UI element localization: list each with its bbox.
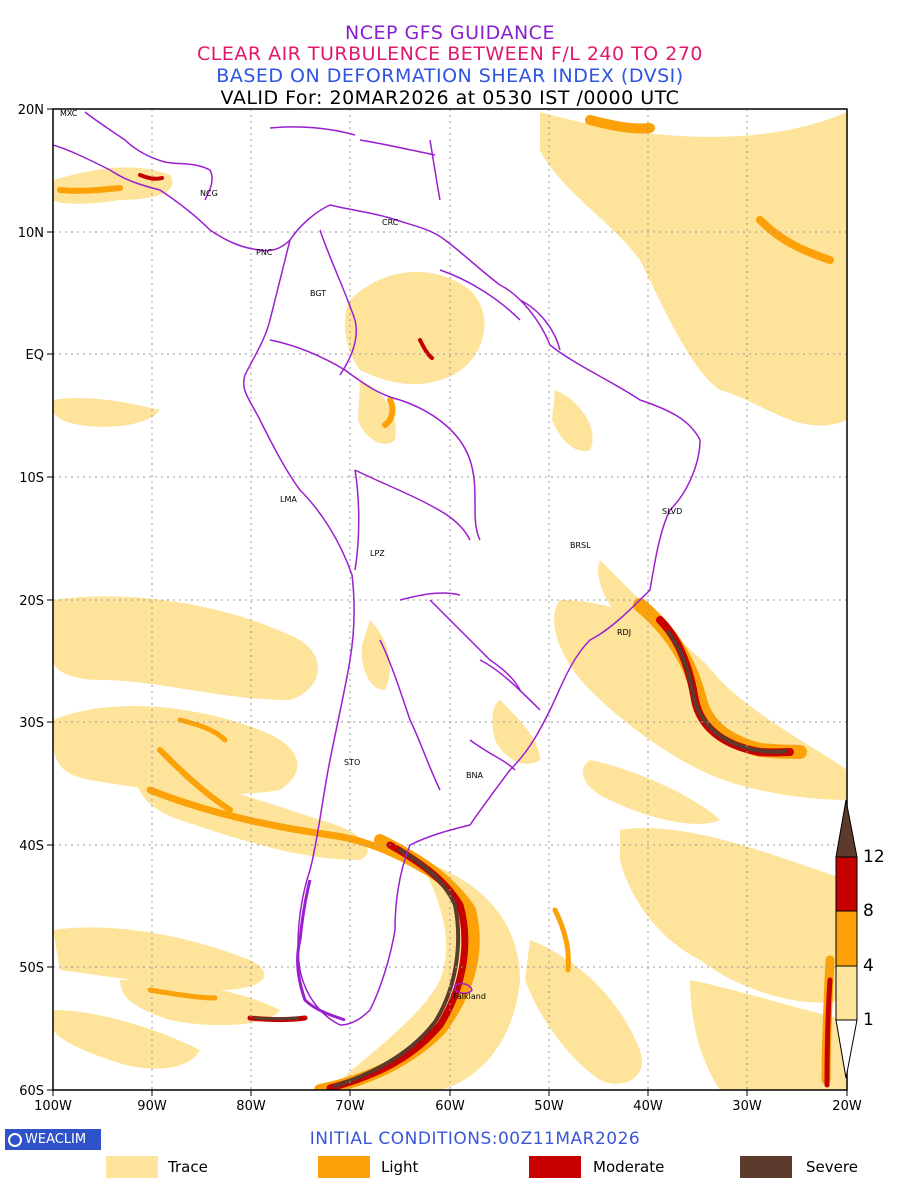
lat-label: EQ bbox=[26, 348, 44, 363]
lon-labels: 100W 90W 80W 70W 60W 50W 40W 30W 20W bbox=[34, 1099, 862, 1114]
weaclim-logo-icon bbox=[8, 1132, 22, 1147]
title-product: CLEAR AIR TURBULENCE BETWEEN F/L 240 TO … bbox=[196, 43, 704, 65]
lat-label: 40S bbox=[19, 839, 44, 854]
legend-label-moderate: Moderate bbox=[593, 1158, 665, 1176]
city-label-sto: STO bbox=[344, 758, 360, 767]
lat-labels: 20N 10N EQ 10S 20S 30S 40S 50S 60S bbox=[18, 103, 44, 1099]
lat-label: 60S bbox=[19, 1084, 44, 1099]
colorbar-label-12: 12 bbox=[863, 847, 885, 867]
city-label-rdj: RDJ bbox=[617, 628, 631, 637]
city-label-pnc: PNC bbox=[256, 248, 273, 257]
legend-swatch-light bbox=[318, 1156, 370, 1178]
graticule bbox=[53, 109, 847, 1090]
city-label-ncg: NCG bbox=[200, 189, 218, 198]
city-label-lma: LMA bbox=[280, 495, 297, 504]
colorbar-label-1: 1 bbox=[863, 1010, 874, 1030]
lon-label: 90W bbox=[137, 1099, 167, 1114]
colorbar-trace-segment bbox=[835, 965, 858, 1021]
turbulence-field bbox=[53, 112, 847, 1090]
colorbar-label-8: 8 bbox=[863, 901, 874, 921]
lon-label: 30W bbox=[732, 1099, 762, 1114]
lat-label: 20N bbox=[18, 103, 44, 118]
weaclim-logo: WEACLIM bbox=[5, 1129, 101, 1150]
city-label-lpz: LPZ bbox=[370, 549, 385, 558]
legend-swatch-moderate bbox=[529, 1156, 581, 1178]
city-label-falkland: Falkland bbox=[453, 992, 486, 1001]
title-model: NCEP GFS GUIDANCE bbox=[345, 22, 555, 44]
legend-label-light: Light bbox=[381, 1158, 419, 1176]
colorbar-light-segment bbox=[835, 910, 858, 967]
legend-swatch-severe bbox=[740, 1156, 792, 1178]
title-valid-time: VALID For: 20MAR2026 at 0530 IST /0000 U… bbox=[220, 87, 680, 109]
city-label-crc: CRC bbox=[382, 218, 399, 227]
lon-label: 20W bbox=[832, 1099, 862, 1114]
lon-label: 80W bbox=[236, 1099, 266, 1114]
colorbar-moderate-segment bbox=[835, 856, 858, 912]
lat-label: 10S bbox=[19, 471, 44, 486]
city-label-mxc: MXC bbox=[60, 109, 78, 118]
city-label-slvd: SLVD bbox=[662, 507, 682, 516]
city-label-bna: BNA bbox=[466, 771, 483, 780]
lat-label: 30S bbox=[19, 716, 44, 731]
legend-swatch-trace bbox=[106, 1156, 158, 1178]
title-method: BASED ON DEFORMATION SHEAR INDEX (DVSI) bbox=[216, 65, 684, 87]
lon-label: 40W bbox=[633, 1099, 663, 1114]
trace-areas bbox=[53, 112, 847, 1090]
lon-label: 70W bbox=[335, 1099, 365, 1114]
lon-label: 100W bbox=[34, 1099, 72, 1114]
legend-label-trace: Trace bbox=[168, 1158, 208, 1176]
coastlines bbox=[53, 111, 701, 1026]
legend-label-severe: Severe bbox=[806, 1158, 858, 1176]
lat-label: 50S bbox=[19, 961, 44, 976]
weaclim-logo-text: WEACLIM bbox=[25, 1132, 87, 1147]
colorbar-below-cap bbox=[835, 1019, 858, 1079]
lat-label: 20S bbox=[19, 594, 44, 609]
colorbar bbox=[835, 799, 858, 1079]
lat-label: 10N bbox=[18, 226, 44, 241]
lon-label: 50W bbox=[534, 1099, 564, 1114]
severe-areas bbox=[253, 630, 787, 1088]
initial-conditions: INITIAL CONDITIONS:00Z11MAR2026 bbox=[309, 1129, 641, 1149]
lon-label: 60W bbox=[435, 1099, 465, 1114]
city-labels: MXC NCG PNC CRC BGT LMA LPZ SLVD BRSL RD… bbox=[60, 109, 682, 1001]
axis-ticks bbox=[47, 108, 848, 1096]
colorbar-label-4: 4 bbox=[863, 956, 874, 976]
city-label-brsl: BRSL bbox=[570, 541, 591, 550]
city-label-bgt: BGT bbox=[310, 289, 326, 298]
